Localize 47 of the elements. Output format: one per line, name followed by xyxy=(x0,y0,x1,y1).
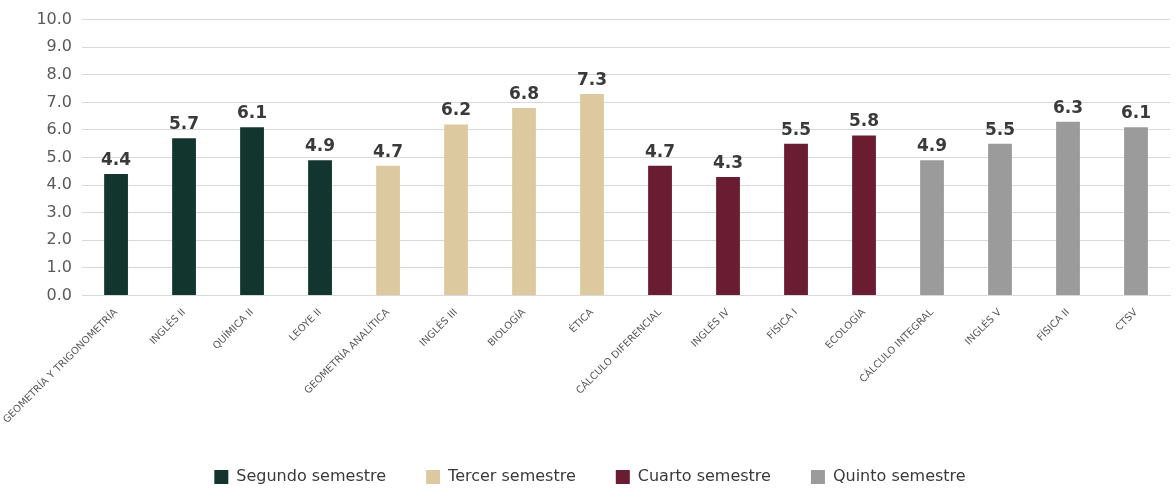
data-label: 5.8 xyxy=(848,110,880,131)
bar xyxy=(308,160,332,296)
legend-label: Quinto semestre xyxy=(832,466,966,486)
data-label: 4.9 xyxy=(304,135,336,156)
bar xyxy=(172,138,196,296)
data-label: 4.9 xyxy=(916,135,948,156)
data-label: 4.7 xyxy=(644,140,676,161)
y-tick-label: 4.0 xyxy=(46,174,73,194)
y-tick-label: 3.0 xyxy=(46,201,73,221)
data-label: 4.4 xyxy=(100,149,132,170)
bar xyxy=(444,124,468,296)
bar xyxy=(648,165,672,296)
legend-label: Tercer semestre xyxy=(447,466,576,486)
legend-label: Cuarto semestre xyxy=(637,466,771,486)
bar xyxy=(784,143,808,296)
data-label: 5.5 xyxy=(984,118,1016,139)
bar xyxy=(104,174,128,296)
bar xyxy=(920,160,944,296)
bar xyxy=(580,94,604,296)
legend-label: Segundo semestre xyxy=(236,466,387,486)
data-label: 6.8 xyxy=(508,82,540,103)
bar xyxy=(852,135,876,296)
y-tick-label: 0.0 xyxy=(46,284,73,304)
bar xyxy=(988,143,1012,296)
bar xyxy=(1056,121,1080,296)
y-tick-label: 7.0 xyxy=(46,91,73,111)
y-tick-label: 6.0 xyxy=(46,119,73,139)
y-tick-label: 9.0 xyxy=(46,36,73,56)
data-label: 4.7 xyxy=(372,140,404,161)
y-tick-label: 1.0 xyxy=(46,257,73,277)
y-tick-label: 8.0 xyxy=(46,63,73,83)
data-label: 6.1 xyxy=(1120,102,1152,123)
bar xyxy=(716,176,740,296)
data-label: 4.3 xyxy=(712,151,744,172)
y-tick-label: 2.0 xyxy=(46,229,73,249)
bar xyxy=(512,107,536,296)
data-label: 7.3 xyxy=(576,69,608,90)
data-label: 6.3 xyxy=(1052,96,1084,117)
data-label: 6.1 xyxy=(236,102,268,123)
bar xyxy=(1124,127,1148,296)
bar xyxy=(376,165,400,296)
bar xyxy=(240,127,264,296)
data-label: 5.5 xyxy=(780,118,812,139)
data-label: 6.2 xyxy=(440,99,472,120)
y-tick-label: 5.0 xyxy=(46,146,73,166)
data-label: 5.7 xyxy=(168,113,200,134)
y-tick-label: 10.0 xyxy=(36,8,73,28)
